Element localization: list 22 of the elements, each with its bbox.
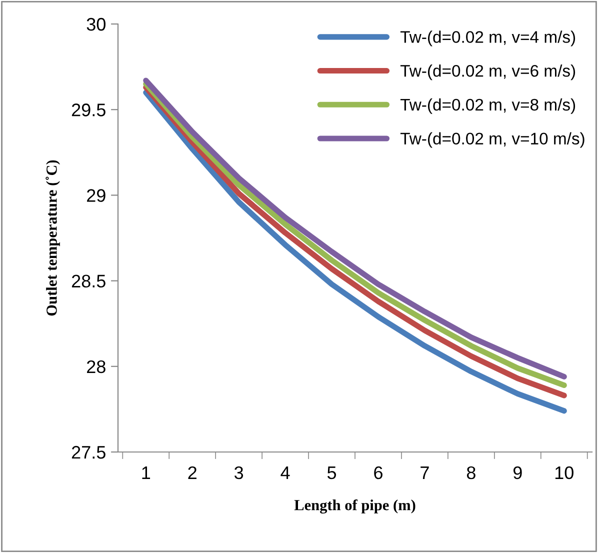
y-tick-label: 28.5 xyxy=(72,274,106,288)
y-tick-label: 28 xyxy=(87,360,106,374)
x-tick-label: 8 xyxy=(466,466,476,480)
x-tick-label: 6 xyxy=(374,466,382,480)
x-tick-label: 9 xyxy=(513,466,522,480)
legend-label: Tw-(d=0.02 m, v=6 m/s) xyxy=(400,64,576,80)
x-tick-label: 7 xyxy=(420,466,429,479)
x-tick-label: 4 xyxy=(280,466,290,479)
legend-label: Tw-(d=0.02 m, v=8 m/s) xyxy=(400,98,576,114)
legend-label: Tw-(d=0.02 m, v=10 m/s) xyxy=(400,132,584,148)
x-tick-label: 5 xyxy=(327,466,336,480)
y-tick-label: 27.5 xyxy=(72,446,106,459)
y-axis-title: Outlet temperature (˚C) xyxy=(46,160,60,316)
x-axis-title: Length of pipe (m) xyxy=(294,499,416,514)
x-tick-label: 10 xyxy=(555,466,574,480)
legend-label: Tw-(d=0.02 m, v=4 m/s) xyxy=(400,30,576,46)
x-tick-label: 3 xyxy=(234,466,244,480)
x-tick-label: 1 xyxy=(142,466,150,479)
x-tick-label: 2 xyxy=(188,466,196,479)
y-tick-label: 30 xyxy=(86,18,106,31)
y-tick-label: 29.5 xyxy=(72,104,106,116)
y-tick-label: 29 xyxy=(87,189,106,202)
